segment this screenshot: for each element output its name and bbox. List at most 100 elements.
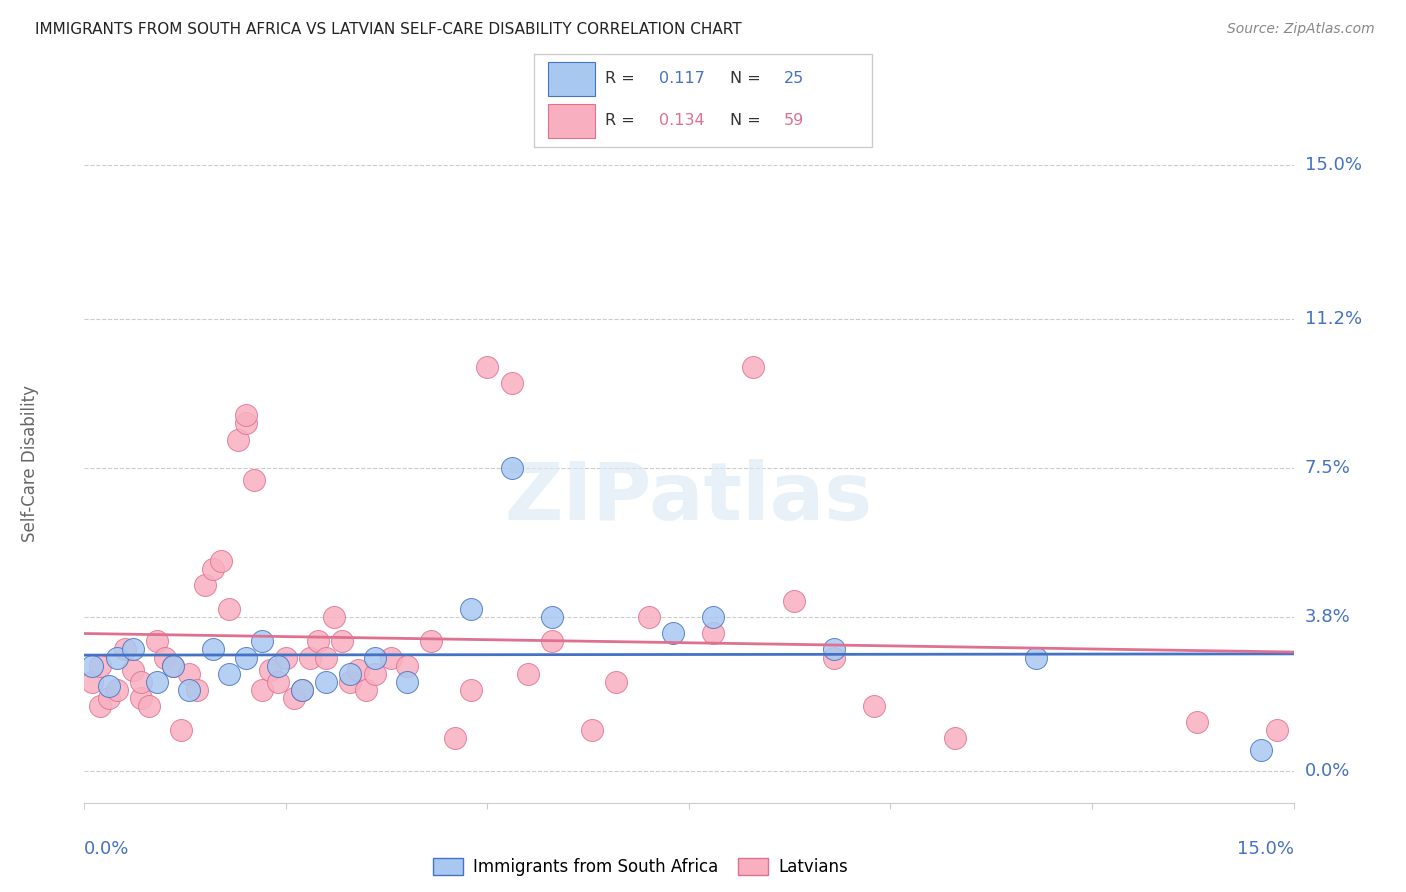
Text: Source: ZipAtlas.com: Source: ZipAtlas.com bbox=[1227, 22, 1375, 37]
Point bbox=[146, 674, 169, 689]
Point bbox=[420, 634, 443, 648]
Point bbox=[307, 634, 329, 648]
Point bbox=[823, 650, 845, 665]
Point bbox=[235, 417, 257, 431]
Point bbox=[823, 642, 845, 657]
Point bbox=[742, 359, 765, 374]
Legend: Immigrants from South Africa, Latvians: Immigrants from South Africa, Latvians bbox=[426, 851, 855, 882]
Point bbox=[283, 690, 305, 705]
Point bbox=[516, 666, 538, 681]
Point bbox=[501, 461, 523, 475]
Point bbox=[1025, 650, 1047, 665]
Text: N =: N = bbox=[730, 113, 761, 128]
Point bbox=[202, 562, 225, 576]
Point bbox=[477, 359, 499, 374]
Point bbox=[218, 602, 240, 616]
Point bbox=[121, 642, 143, 657]
Point bbox=[97, 679, 120, 693]
Bar bbox=[548, 104, 595, 138]
Point bbox=[501, 376, 523, 391]
Point bbox=[339, 666, 361, 681]
Text: Self-Care Disability: Self-Care Disability bbox=[21, 385, 39, 542]
Point bbox=[153, 650, 176, 665]
Point bbox=[267, 674, 290, 689]
Point bbox=[129, 690, 152, 705]
Point bbox=[129, 674, 152, 689]
Point bbox=[267, 658, 290, 673]
Point bbox=[444, 731, 467, 746]
Point bbox=[146, 634, 169, 648]
Point bbox=[395, 674, 418, 689]
Point bbox=[460, 682, 482, 697]
Point bbox=[347, 663, 370, 677]
Point bbox=[259, 663, 281, 677]
FancyBboxPatch shape bbox=[534, 54, 872, 147]
Point bbox=[1267, 723, 1289, 738]
Point bbox=[702, 610, 724, 624]
Point bbox=[541, 610, 564, 624]
Point bbox=[315, 674, 337, 689]
Bar bbox=[548, 62, 595, 95]
Point bbox=[202, 642, 225, 657]
Text: 25: 25 bbox=[785, 71, 804, 87]
Point bbox=[363, 650, 385, 665]
Text: 15.0%: 15.0% bbox=[1236, 840, 1294, 858]
Point bbox=[186, 682, 208, 697]
Point bbox=[82, 658, 104, 673]
Point bbox=[242, 473, 264, 487]
Point bbox=[339, 674, 361, 689]
Text: N =: N = bbox=[730, 71, 761, 87]
Text: ZIPatlas: ZIPatlas bbox=[505, 458, 873, 537]
Text: 0.0%: 0.0% bbox=[84, 840, 129, 858]
Text: 59: 59 bbox=[785, 113, 804, 128]
Text: 7.5%: 7.5% bbox=[1305, 458, 1351, 477]
Point bbox=[395, 658, 418, 673]
Point bbox=[315, 650, 337, 665]
Text: 0.134: 0.134 bbox=[659, 113, 704, 128]
Point bbox=[235, 409, 257, 423]
Point bbox=[363, 666, 385, 681]
Point bbox=[209, 554, 232, 568]
Point bbox=[97, 690, 120, 705]
Point bbox=[162, 658, 184, 673]
Point bbox=[121, 663, 143, 677]
Point bbox=[89, 658, 111, 673]
Point bbox=[380, 650, 402, 665]
Point bbox=[863, 698, 886, 713]
Point bbox=[82, 674, 104, 689]
Point bbox=[323, 610, 346, 624]
Point bbox=[114, 642, 136, 657]
Point bbox=[179, 682, 201, 697]
Text: R =: R = bbox=[605, 113, 636, 128]
Point bbox=[1250, 743, 1272, 757]
Point bbox=[330, 634, 353, 648]
Point bbox=[541, 634, 564, 648]
Point bbox=[1185, 715, 1208, 730]
Point bbox=[89, 698, 111, 713]
Point bbox=[194, 578, 217, 592]
Point bbox=[299, 650, 322, 665]
Point bbox=[637, 610, 659, 624]
Point bbox=[105, 682, 128, 697]
Text: 3.8%: 3.8% bbox=[1305, 608, 1350, 626]
Text: 11.2%: 11.2% bbox=[1305, 310, 1362, 327]
Point bbox=[605, 674, 627, 689]
Point bbox=[138, 698, 160, 713]
Text: 0.0%: 0.0% bbox=[1305, 762, 1350, 780]
Text: 0.117: 0.117 bbox=[659, 71, 704, 87]
Point bbox=[356, 682, 378, 697]
Point bbox=[162, 658, 184, 673]
Point bbox=[235, 650, 257, 665]
Point bbox=[581, 723, 603, 738]
Point bbox=[291, 682, 314, 697]
Point bbox=[218, 666, 240, 681]
Point bbox=[250, 682, 273, 697]
Point bbox=[662, 626, 685, 640]
Point bbox=[250, 634, 273, 648]
Point bbox=[274, 650, 297, 665]
Point bbox=[783, 594, 806, 608]
Point bbox=[226, 433, 249, 447]
Point bbox=[170, 723, 193, 738]
Point bbox=[105, 650, 128, 665]
Text: IMMIGRANTS FROM SOUTH AFRICA VS LATVIAN SELF-CARE DISABILITY CORRELATION CHART: IMMIGRANTS FROM SOUTH AFRICA VS LATVIAN … bbox=[35, 22, 742, 37]
